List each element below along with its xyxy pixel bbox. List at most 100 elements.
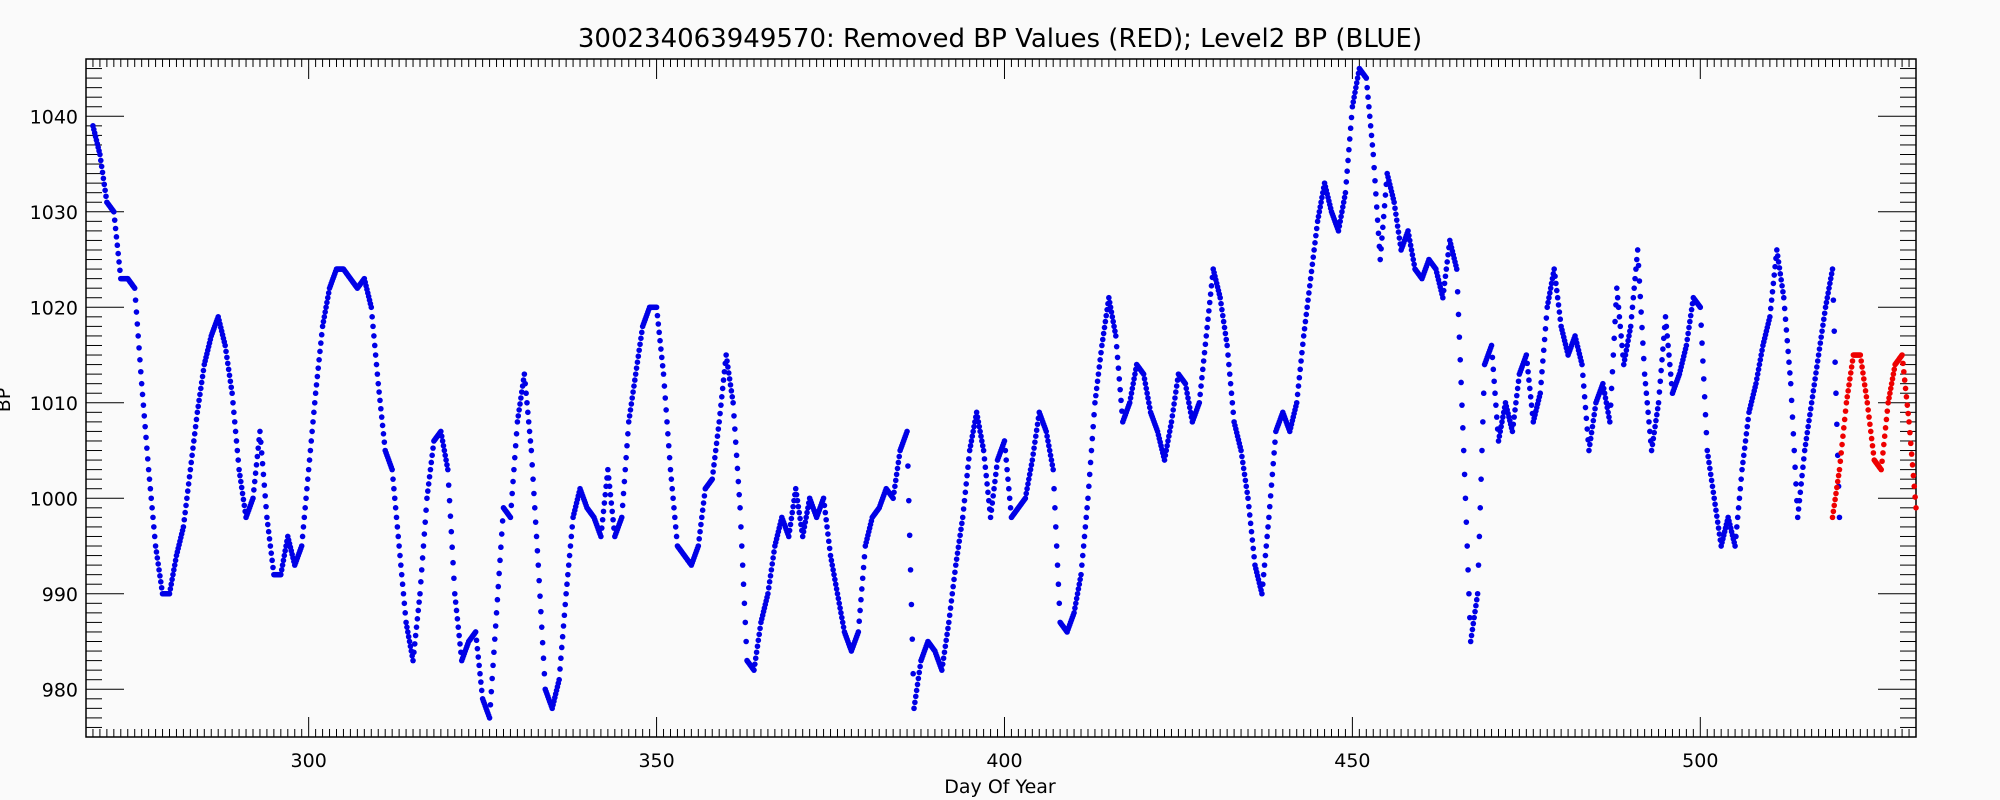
data-point	[270, 564, 276, 571]
data-point	[1683, 342, 1690, 349]
data-point	[1197, 391, 1203, 398]
data-point	[182, 509, 188, 516]
data-point	[1300, 341, 1306, 348]
data-point	[662, 395, 669, 401]
data-point	[1247, 520, 1254, 527]
data-point	[1640, 355, 1647, 362]
data-point	[1219, 306, 1225, 313]
data-point	[324, 294, 331, 301]
data-point	[97, 151, 103, 158]
data-point	[948, 598, 955, 604]
data-point	[1141, 376, 1148, 382]
data-point	[509, 490, 515, 497]
data-point	[1382, 192, 1389, 198]
data-point	[1825, 290, 1831, 296]
data-point	[410, 657, 416, 664]
data-point	[1167, 423, 1174, 430]
data-point	[771, 549, 777, 555]
data-point	[1072, 605, 1078, 611]
data-point	[422, 519, 429, 525]
data-point	[656, 329, 662, 336]
data-point	[599, 516, 606, 523]
data-point	[1607, 419, 1613, 425]
data-point	[536, 577, 542, 584]
data-point	[1166, 428, 1173, 435]
data-point	[1242, 477, 1249, 484]
data-point	[1684, 336, 1691, 343]
data-point	[1169, 413, 1176, 419]
data-point	[1688, 306, 1695, 313]
data-point	[1777, 271, 1784, 277]
data-point	[1345, 157, 1351, 164]
data-point	[1142, 380, 1149, 387]
data-point	[1785, 348, 1791, 355]
data-point	[1781, 305, 1788, 312]
y-tick-label: 1030	[30, 202, 78, 224]
data-point	[1170, 407, 1177, 413]
data-point	[1092, 399, 1098, 406]
data-point	[567, 543, 574, 549]
data-point	[1239, 459, 1246, 466]
data-point	[1548, 280, 1555, 287]
data-point	[1618, 333, 1624, 339]
data-point	[389, 466, 395, 473]
data-point	[757, 625, 763, 632]
data-point	[1787, 380, 1794, 387]
data-point	[1183, 385, 1190, 392]
data-point	[1114, 354, 1121, 361]
data-point	[717, 410, 723, 417]
data-point	[254, 453, 261, 460]
data-point	[989, 500, 996, 506]
data-point	[753, 649, 760, 656]
data-point	[1732, 543, 1738, 549]
data-point	[1340, 204, 1346, 210]
data-point	[1545, 299, 1551, 306]
data-point	[115, 250, 121, 257]
data-point	[1243, 483, 1250, 490]
data-point	[1525, 368, 1531, 375]
data-point	[1407, 242, 1414, 249]
data-point	[1312, 240, 1318, 246]
data-point	[1262, 552, 1269, 559]
data-point	[732, 439, 739, 445]
data-point	[894, 465, 901, 472]
data-point	[224, 354, 230, 361]
data-point	[664, 419, 670, 425]
y-tick-label: 1010	[30, 393, 78, 415]
data-point	[1586, 447, 1592, 454]
data-point	[1515, 378, 1522, 385]
data-point	[666, 454, 673, 461]
data-point	[1466, 590, 1472, 597]
data-point	[1833, 490, 1839, 497]
data-point	[1780, 294, 1787, 301]
data-point	[1753, 380, 1759, 387]
data-point	[1377, 256, 1384, 263]
data-point	[421, 531, 428, 537]
data-point	[137, 368, 144, 375]
data-point	[1861, 376, 1867, 382]
data-point	[1467, 614, 1473, 621]
data-point	[1203, 333, 1210, 339]
data-point	[736, 491, 742, 498]
data-point	[1824, 294, 1831, 301]
data-point	[1380, 224, 1386, 231]
data-point	[1351, 94, 1357, 100]
data-point	[237, 472, 243, 479]
data-point	[1369, 142, 1376, 148]
data-point	[1754, 376, 1760, 382]
data-point	[1658, 367, 1664, 374]
data-point	[183, 502, 189, 509]
data-point	[473, 637, 480, 644]
data-point	[756, 631, 763, 638]
data-point	[1272, 439, 1278, 445]
data-point	[905, 463, 911, 469]
data-point	[1666, 352, 1672, 358]
data-point	[513, 431, 520, 437]
data-point	[1267, 493, 1274, 499]
data-point	[906, 497, 912, 504]
data-point	[890, 495, 896, 502]
data-point	[428, 459, 435, 466]
data-point	[1116, 376, 1123, 382]
data-point	[1509, 428, 1516, 435]
data-point	[977, 428, 983, 435]
